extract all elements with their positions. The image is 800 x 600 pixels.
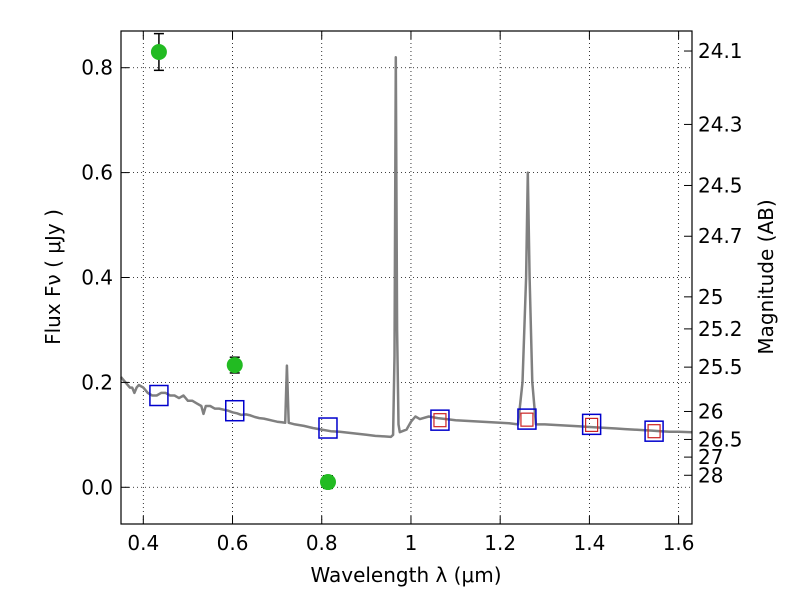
x-tick-label: 0.8: [306, 531, 338, 555]
x-tick-label: 0.6: [217, 531, 249, 555]
x-tick-label: 0.4: [127, 531, 159, 555]
mag-tick-label: 26.5: [698, 427, 743, 451]
mag-tick-label: 24.3: [698, 112, 743, 136]
observed-flux-point: [150, 43, 167, 60]
mag-tick-label: 26: [698, 399, 723, 423]
y-tick-label: 0.0: [81, 475, 113, 499]
plot-background: [121, 31, 692, 524]
axis-ticks: 0.4 0.6 0.8 1 1.2 1.4 1.6 0.0 0.2 0.4 0.6 0.8 24.1 24…: [81, 31, 743, 555]
observed-flux-point: [226, 357, 243, 374]
y-tick-label: 0.4: [81, 266, 113, 290]
x-tick-label: 1.6: [663, 531, 695, 555]
model-flux-inner-square: [433, 413, 447, 428]
mag-tick-label: 24.5: [698, 173, 743, 197]
y-tick-label: 0.2: [81, 370, 113, 394]
model-flux-inner-square: [520, 412, 534, 427]
mag-tick-label: 25.5: [698, 355, 743, 379]
model-flux-square: [517, 408, 537, 430]
model-flux-square: [225, 399, 245, 422]
photometry-markers: [149, 32, 664, 491]
model-flux-square: [318, 417, 338, 439]
x-tick-label: 1.4: [573, 531, 605, 555]
model-flux-inner-square: [647, 424, 661, 439]
mag-tick-label: 24.1: [698, 39, 743, 63]
model-flux-square: [149, 384, 169, 407]
observed-flux-point: [319, 474, 336, 491]
x-axis-label: Wavelength λ (μm): [310, 563, 501, 587]
model-flux-inner-square: [585, 417, 599, 432]
y2-axis-label: Magnitude (AB): [754, 199, 778, 354]
x-tick-label: 1.2: [484, 531, 516, 555]
mag-tick-label: 25: [698, 285, 723, 309]
y-axis-label: Flux Fν ( μJy ): [41, 209, 65, 345]
mag-tick-label: 27: [698, 445, 723, 469]
model-spectrum: [120, 55, 693, 439]
y-tick-label: 0.6: [81, 161, 113, 185]
model-flux-square: [430, 409, 450, 431]
mag-tick-label: 28: [698, 463, 723, 487]
x-tick-label: 1: [405, 531, 418, 555]
mag-tick-label: 24.7: [698, 224, 743, 248]
spectrum-line: [120, 55, 693, 439]
model-flux-square: [644, 420, 664, 442]
model-flux-square: [581, 413, 602, 436]
mag-tick-label: 25.2: [698, 317, 743, 341]
y-tick-label: 0.8: [81, 56, 113, 80]
